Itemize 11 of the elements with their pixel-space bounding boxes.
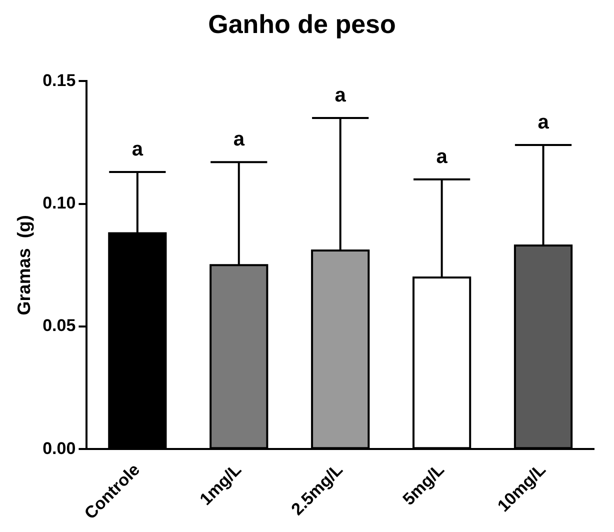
annotation: a	[334, 84, 347, 107]
annotation: a	[538, 111, 550, 134]
y-axis-title: Gramas (g)	[14, 215, 34, 316]
y-tick-label: 0.15	[42, 70, 76, 90]
y-tick-label: 0.10	[42, 194, 76, 213]
annotation: a	[132, 138, 144, 160]
annotation: a	[233, 128, 246, 151]
annotation: a	[436, 146, 448, 168]
y-tick-label: 0.00	[42, 438, 76, 458]
chart-title: Ganho de peso	[208, 8, 396, 39]
y-tick-label: 0.05	[42, 316, 76, 336]
